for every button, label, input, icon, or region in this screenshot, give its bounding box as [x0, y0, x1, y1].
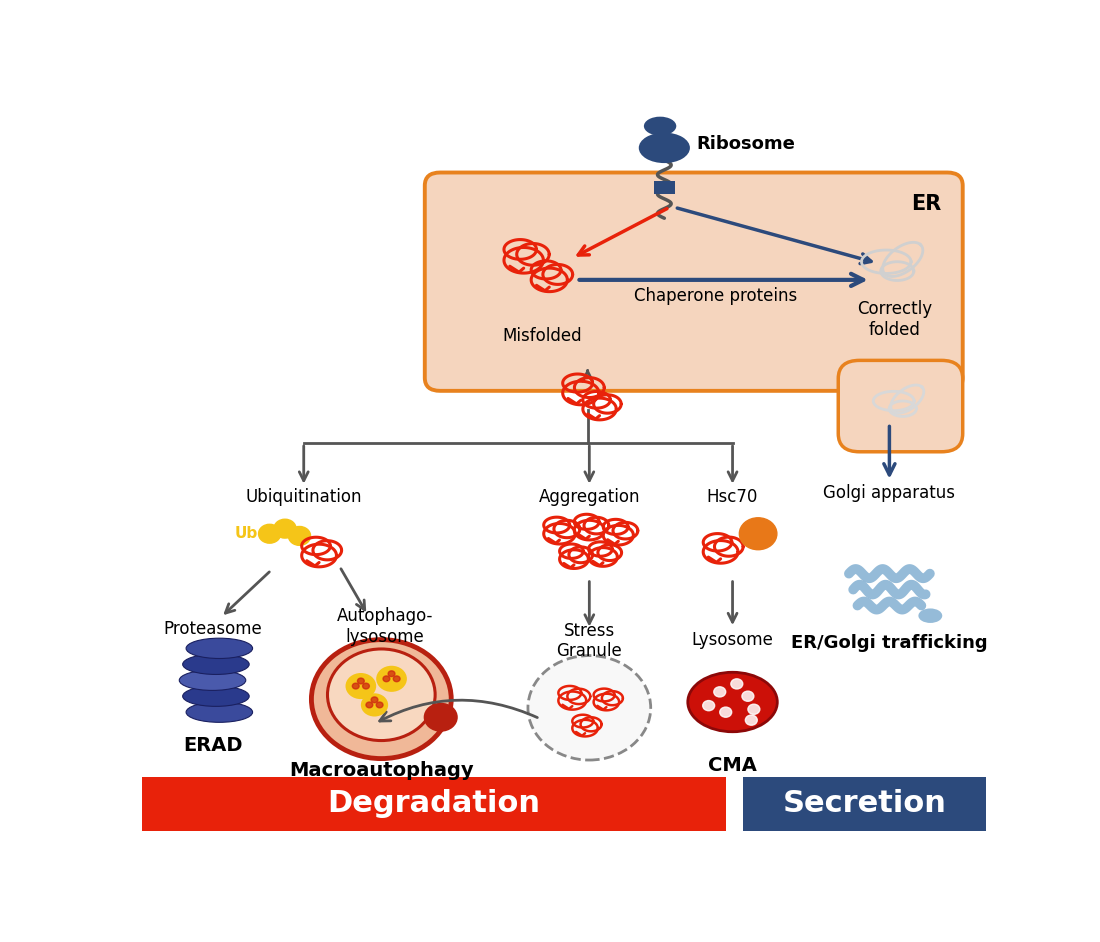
Circle shape [703, 701, 715, 710]
FancyBboxPatch shape [425, 172, 962, 391]
Text: Golgi apparatus: Golgi apparatus [824, 484, 956, 502]
Circle shape [358, 678, 364, 684]
Circle shape [528, 656, 651, 760]
Circle shape [274, 519, 296, 538]
Text: Macroautophagy: Macroautophagy [289, 761, 474, 780]
Circle shape [388, 671, 395, 676]
Circle shape [383, 676, 389, 682]
Ellipse shape [186, 702, 253, 723]
Circle shape [363, 683, 370, 689]
Circle shape [371, 697, 378, 703]
FancyBboxPatch shape [742, 777, 986, 831]
Ellipse shape [179, 670, 245, 690]
Text: Correctly
folded: Correctly folded [857, 300, 932, 339]
Circle shape [352, 683, 359, 689]
Ellipse shape [918, 609, 943, 623]
Ellipse shape [644, 117, 676, 136]
Text: ER/Golgi trafficking: ER/Golgi trafficking [791, 634, 988, 652]
Circle shape [741, 691, 754, 701]
Circle shape [345, 673, 376, 699]
Text: Proteasome: Proteasome [163, 621, 262, 639]
Circle shape [361, 693, 388, 717]
Ellipse shape [186, 638, 253, 658]
Text: Autophago-
lysosome: Autophago- lysosome [337, 608, 433, 646]
Text: Ribosome: Ribosome [696, 135, 795, 153]
Text: ERAD: ERAD [183, 736, 242, 755]
Text: Lysosome: Lysosome [692, 630, 773, 649]
Circle shape [746, 715, 757, 725]
Circle shape [730, 679, 743, 689]
Ellipse shape [688, 673, 778, 732]
FancyBboxPatch shape [654, 181, 674, 194]
Text: Degradation: Degradation [327, 789, 540, 819]
Text: Ub: Ub [234, 527, 257, 542]
Text: Stress
Granule: Stress Granule [557, 622, 623, 660]
FancyBboxPatch shape [142, 777, 726, 831]
Circle shape [393, 676, 400, 682]
Circle shape [366, 702, 373, 707]
Circle shape [714, 687, 726, 697]
Circle shape [376, 702, 383, 707]
Circle shape [719, 707, 732, 717]
Circle shape [258, 525, 280, 544]
Text: Ubiquitination: Ubiquitination [245, 489, 362, 507]
Circle shape [288, 527, 310, 545]
Text: Secretion: Secretion [782, 789, 946, 819]
Circle shape [739, 518, 777, 550]
Circle shape [424, 703, 458, 732]
Circle shape [328, 649, 436, 740]
Ellipse shape [183, 686, 250, 706]
Ellipse shape [183, 654, 250, 674]
Text: Aggregation: Aggregation [539, 489, 640, 507]
Circle shape [748, 705, 760, 714]
Text: Hsc70: Hsc70 [707, 489, 758, 507]
Text: CMA: CMA [708, 756, 757, 775]
Circle shape [311, 640, 451, 758]
Text: Chaperone proteins: Chaperone proteins [634, 286, 798, 305]
Text: Misfolded: Misfolded [503, 328, 582, 346]
Ellipse shape [639, 133, 690, 163]
FancyBboxPatch shape [838, 361, 962, 452]
Circle shape [376, 666, 407, 691]
Text: ER: ER [911, 194, 942, 214]
